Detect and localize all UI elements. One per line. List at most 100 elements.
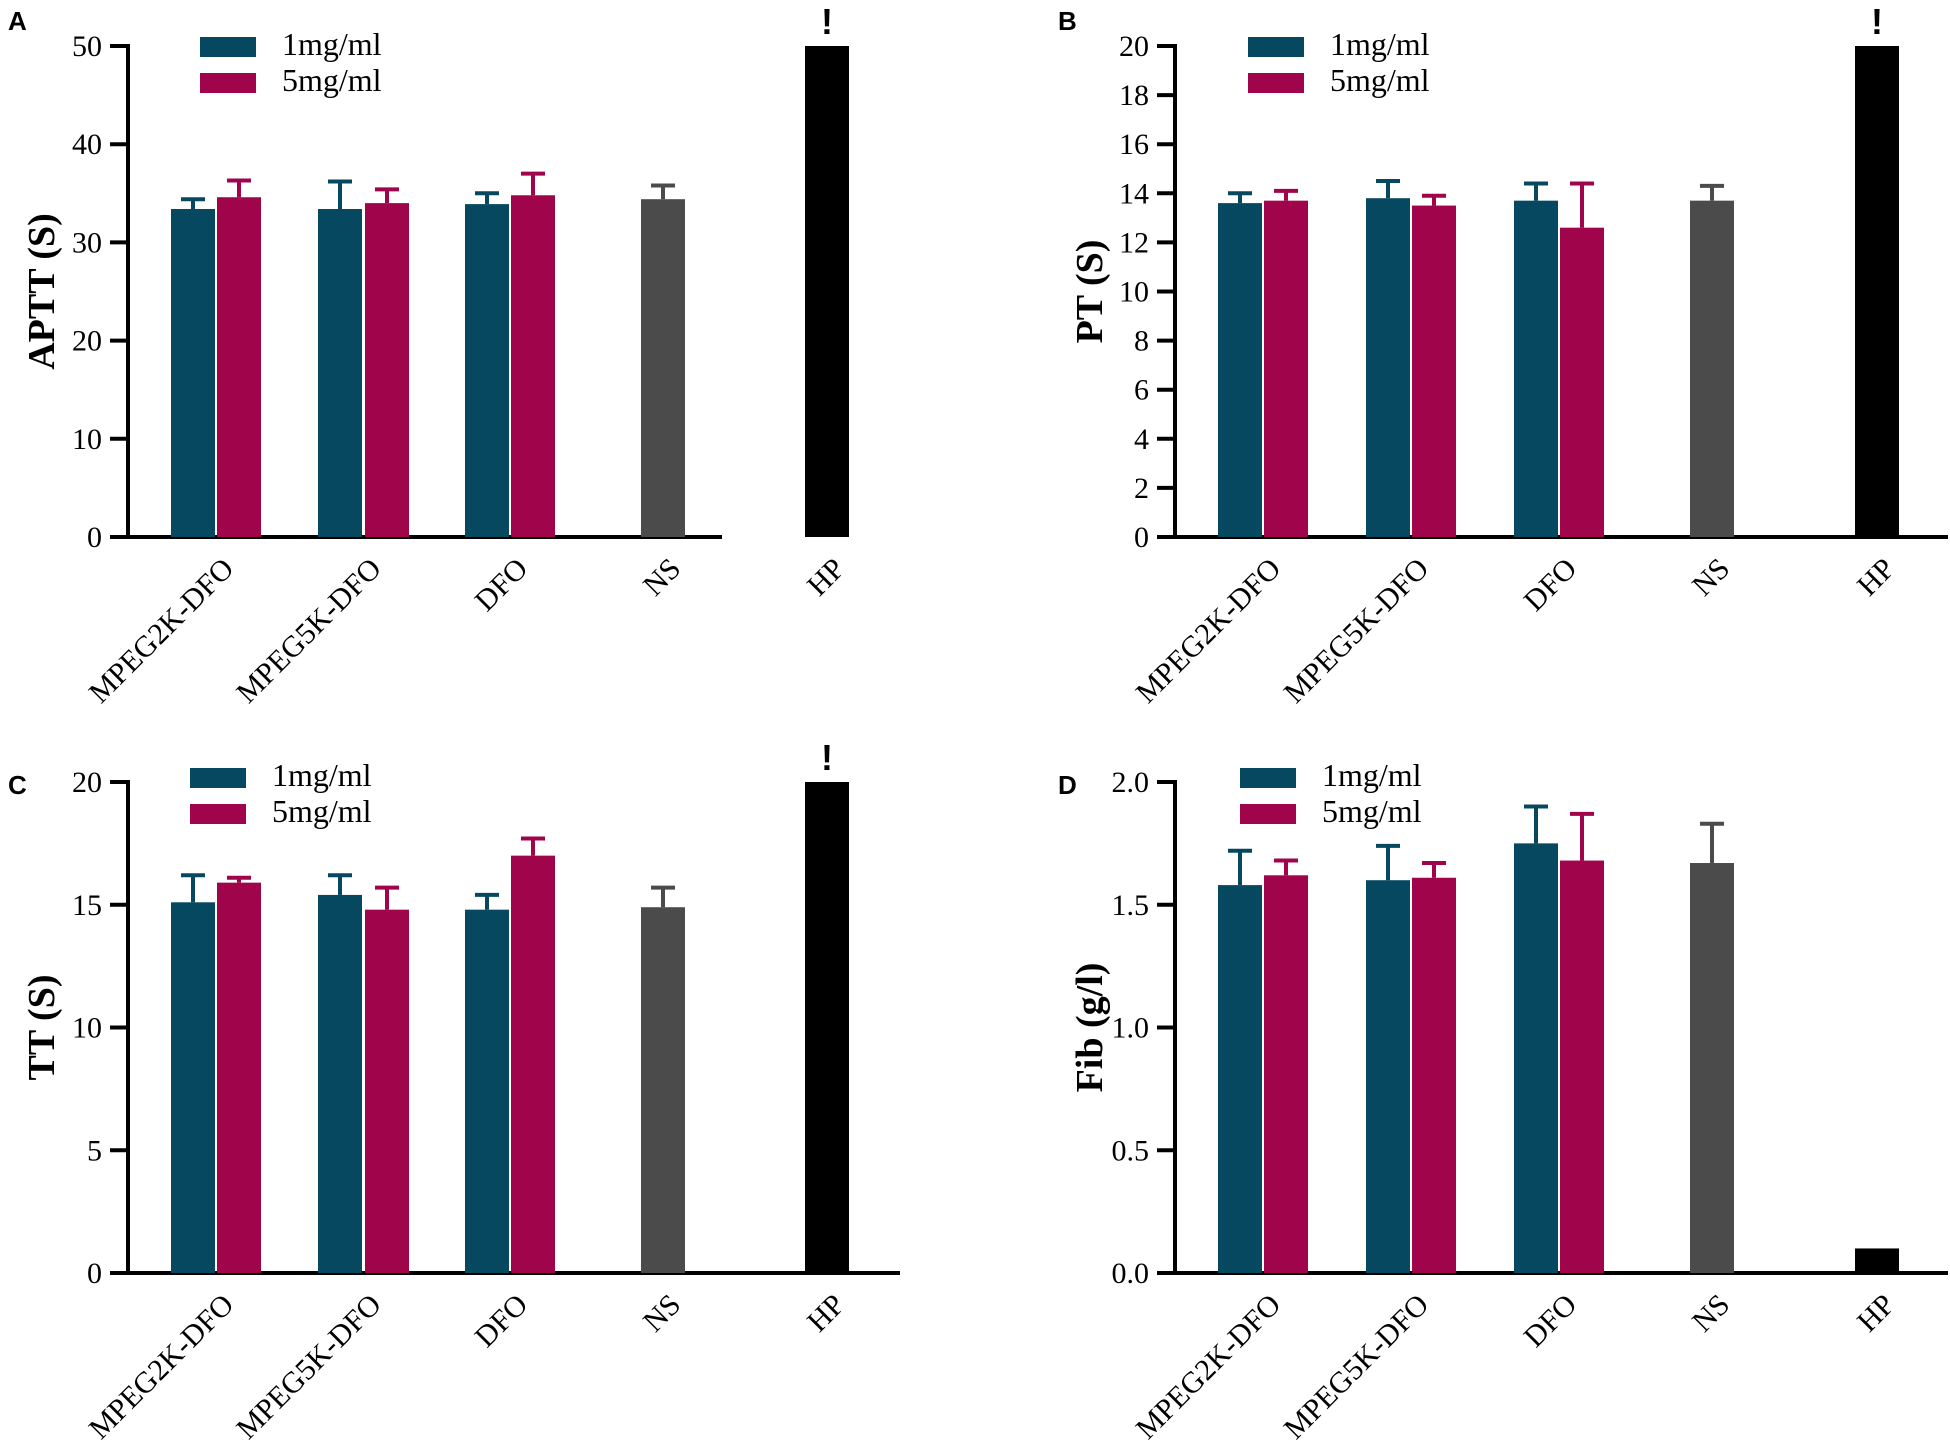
y-tick-label: 2.0 bbox=[1112, 766, 1150, 799]
y-tick-label: 8 bbox=[1134, 325, 1149, 358]
x-category-label: DFO bbox=[1517, 552, 1583, 618]
legend-label: 1mg/ml bbox=[272, 757, 372, 793]
y-tick-label: 30 bbox=[72, 226, 102, 259]
bar-dfo-5mgml bbox=[511, 855, 555, 1273]
y-tick-label: 0 bbox=[87, 521, 102, 554]
y-tick-label: 1.5 bbox=[1112, 889, 1150, 922]
x-category-label: HP bbox=[801, 552, 851, 602]
bar-mpeg2k-dfo-1mgml bbox=[171, 902, 215, 1273]
legend-swatch bbox=[1248, 73, 1304, 93]
y-tick-label: 2 bbox=[1134, 472, 1149, 505]
legend-label: 1mg/ml bbox=[1322, 757, 1422, 793]
legend-swatch bbox=[200, 73, 256, 93]
bar-dfo-5mgml bbox=[1560, 860, 1604, 1273]
chart-panel-b: B PT (S) 0 2 4 6 8 10 12 14 16 18 20! MPEG2K-DFOMPEG5… bbox=[1058, 1, 1948, 710]
bar-mpeg2k-dfo-5mgml bbox=[1264, 875, 1308, 1273]
legend-swatch bbox=[190, 804, 246, 824]
x-category-label: MPEG5K-DFO bbox=[1278, 552, 1436, 710]
bar-mpeg5k-dfo-5mgml bbox=[1412, 877, 1456, 1273]
y-tick-label: 1.0 bbox=[1112, 1012, 1150, 1045]
bar-mpeg2k-dfo-5mgml bbox=[1264, 200, 1308, 538]
y-tick-label: 0.5 bbox=[1112, 1134, 1150, 1167]
legend-swatch bbox=[190, 768, 246, 788]
y-tick-label: 20 bbox=[72, 325, 102, 358]
x-category-label: HP bbox=[801, 1288, 851, 1338]
bar-dfo-1mgml bbox=[465, 909, 509, 1273]
y-tick-label: 16 bbox=[1119, 128, 1149, 161]
x-category-label: DFO bbox=[1517, 1288, 1583, 1354]
y-tick-label: 4 bbox=[1134, 423, 1149, 456]
y-tick-label: 50 bbox=[72, 30, 102, 63]
bar-hp-hp bbox=[1855, 46, 1899, 537]
x-category-label: NS bbox=[1686, 552, 1736, 602]
y-axis-title: TT (S) bbox=[21, 975, 63, 1081]
y-tick-label: 20 bbox=[72, 766, 102, 799]
bar-dfo-1mgml bbox=[1514, 843, 1558, 1273]
x-category-label: NS bbox=[637, 1288, 687, 1338]
bar-mpeg2k-dfo-5mgml bbox=[217, 197, 261, 537]
legend-swatch bbox=[1240, 768, 1296, 788]
x-category-label: MPEG2K-DFO bbox=[83, 1288, 241, 1446]
y-tick-label: 10 bbox=[72, 1012, 102, 1045]
bar-ns-ns bbox=[641, 907, 685, 1273]
x-category-label: MPEG5K-DFO bbox=[230, 552, 388, 710]
y-tick-label: 15 bbox=[72, 889, 102, 922]
x-category-label: DFO bbox=[468, 552, 534, 618]
y-tick-label: 10 bbox=[1119, 276, 1149, 309]
legend-label: 1mg/ml bbox=[1330, 26, 1430, 62]
bar-mpeg5k-dfo-1mgml bbox=[1366, 880, 1410, 1273]
legend-label: 5mg/ml bbox=[1322, 793, 1422, 829]
y-tick-label: 18 bbox=[1119, 79, 1149, 112]
y-axis-title: PT (S) bbox=[1069, 240, 1111, 344]
bar-dfo-1mgml bbox=[465, 204, 509, 538]
bar-ns-ns bbox=[1690, 200, 1734, 538]
panel-letter: A bbox=[8, 6, 27, 36]
x-category-label: HP bbox=[1851, 552, 1901, 602]
chart-panel-a: A APTT (S) 0 10 20 30 40 50! MPEG2K-DFOMPEG5K-DF… bbox=[8, 1, 851, 710]
bar-mpeg5k-dfo-5mgml bbox=[365, 909, 409, 1273]
x-category-label: MPEG5K-DFO bbox=[230, 1288, 388, 1446]
y-tick-label: 0 bbox=[87, 1257, 102, 1290]
panel-letter: C bbox=[8, 770, 27, 800]
bar-mpeg5k-dfo-1mgml bbox=[318, 209, 362, 537]
bar-dfo-5mgml bbox=[511, 195, 555, 537]
bar-mpeg5k-dfo-5mgml bbox=[1412, 205, 1456, 537]
bar-dfo-1mgml bbox=[1514, 200, 1558, 538]
x-category-label: NS bbox=[1686, 1288, 1736, 1338]
y-tick-label: 0.0 bbox=[1112, 1257, 1150, 1290]
bar-mpeg2k-dfo-1mgml bbox=[1218, 885, 1262, 1273]
x-category-label: MPEG5K-DFO bbox=[1278, 1288, 1436, 1446]
y-tick-label: 0 bbox=[1134, 521, 1149, 554]
bar-ns-ns bbox=[1690, 863, 1734, 1273]
exceeds-range-flag: ! bbox=[821, 1, 833, 42]
legend-swatch bbox=[1240, 804, 1296, 824]
bar-mpeg2k-dfo-1mgml bbox=[1218, 203, 1262, 537]
x-category-label: MPEG2K-DFO bbox=[1130, 552, 1288, 710]
legend-label: 1mg/ml bbox=[282, 26, 382, 62]
bar-dfo-5mgml bbox=[1560, 227, 1604, 538]
x-category-label: HP bbox=[1851, 1288, 1901, 1338]
exceeds-range-flag: ! bbox=[821, 737, 833, 778]
x-category-label: DFO bbox=[468, 1288, 534, 1354]
bar-mpeg5k-dfo-1mgml bbox=[1366, 198, 1410, 537]
bar-hp-hp bbox=[805, 46, 849, 537]
bar-mpeg5k-dfo-5mgml bbox=[365, 203, 409, 537]
bar-hp-hp bbox=[805, 782, 849, 1273]
y-tick-label: 20 bbox=[1119, 30, 1149, 63]
legend-label: 5mg/ml bbox=[272, 793, 372, 829]
bar-mpeg2k-dfo-5mgml bbox=[217, 882, 261, 1273]
bar-ns-ns bbox=[641, 199, 685, 537]
chart-panel-d: D Fib (g/l) 0.0 0.5 1.0 1.5 2.0 MPEG2K-DFOMPEG5… bbox=[1058, 757, 1948, 1446]
x-category-label: MPEG2K-DFO bbox=[1130, 1288, 1288, 1446]
y-axis-title: APTT (S) bbox=[21, 213, 63, 370]
exceeds-range-flag: ! bbox=[1871, 1, 1883, 42]
y-tick-label: 40 bbox=[72, 128, 102, 161]
legend-label: 5mg/ml bbox=[1330, 62, 1430, 98]
bar-mpeg2k-dfo-1mgml bbox=[171, 209, 215, 537]
bar-mpeg5k-dfo-1mgml bbox=[318, 894, 362, 1273]
legend-swatch bbox=[1248, 37, 1304, 57]
x-category-label: NS bbox=[637, 552, 687, 602]
y-axis-title: Fib (g/l) bbox=[1069, 963, 1111, 1093]
